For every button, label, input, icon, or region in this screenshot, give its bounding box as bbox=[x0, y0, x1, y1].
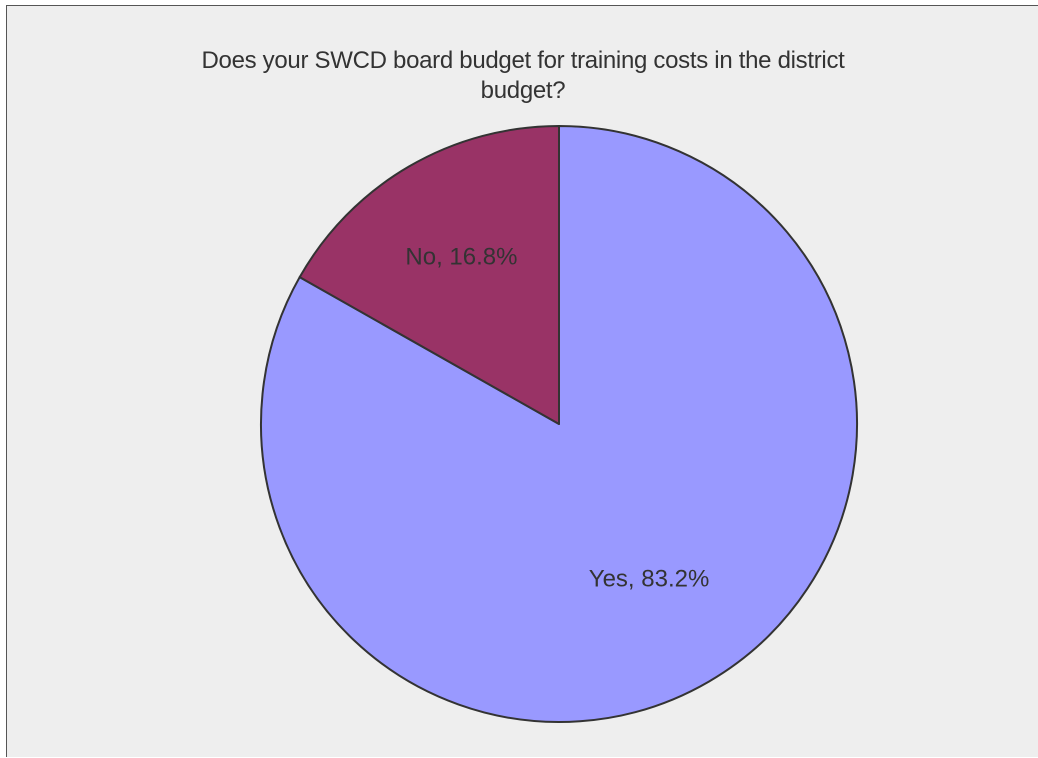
pie-chart: Yes, 83.2% No, 16.8% bbox=[260, 125, 858, 723]
chart-title: Does your SWCD board budget for training… bbox=[7, 46, 1038, 106]
chart-title-line-2: budget? bbox=[480, 77, 566, 104]
chart-frame: Does your SWCD board budget for training… bbox=[6, 5, 1038, 757]
slice-label-no: No, 16.8% bbox=[405, 244, 517, 271]
chart-title-line-1: Does your SWCD board budget for training… bbox=[201, 47, 845, 74]
pie-slice-no bbox=[298, 125, 560, 425]
slice-label-yes: Yes, 83.2% bbox=[589, 565, 710, 592]
